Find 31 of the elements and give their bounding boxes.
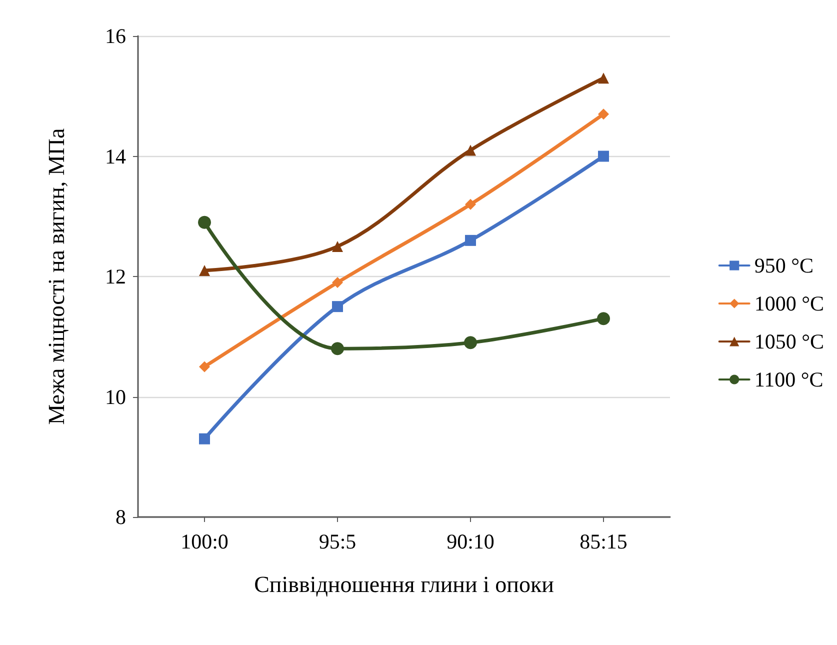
y-tick-label: 12 bbox=[105, 264, 126, 288]
point bbox=[332, 277, 343, 288]
point bbox=[331, 342, 344, 356]
point bbox=[332, 301, 343, 312]
legend-label: 1000 °C bbox=[754, 292, 824, 316]
legend-label: 1100 °C bbox=[754, 368, 824, 392]
point bbox=[465, 144, 476, 156]
y-axis-title: Межа міцності на вигин, МПа bbox=[44, 128, 69, 425]
point bbox=[598, 150, 609, 162]
legend-label: 950 °C bbox=[754, 254, 814, 278]
point bbox=[198, 216, 211, 229]
point bbox=[199, 433, 210, 444]
x-tick-label: 85:15 bbox=[580, 530, 628, 554]
point bbox=[332, 240, 343, 252]
x-tick-label: 100:0 bbox=[180, 530, 228, 554]
x-tick-label: 90:10 bbox=[446, 530, 494, 554]
point bbox=[598, 108, 609, 120]
point bbox=[465, 234, 476, 246]
point bbox=[464, 336, 477, 350]
point bbox=[598, 72, 609, 84]
legend-label: 1050 °C bbox=[754, 330, 824, 354]
y-tick-label: 8 bbox=[116, 505, 126, 529]
point bbox=[465, 198, 476, 210]
x-tick-label: 95:5 bbox=[318, 530, 356, 554]
y-tick-label: 16 bbox=[105, 24, 126, 48]
y-tick-label: 10 bbox=[105, 384, 126, 409]
point bbox=[199, 264, 210, 276]
point bbox=[597, 312, 610, 326]
y-tick-label: 14 bbox=[105, 144, 126, 168]
point bbox=[199, 361, 210, 372]
x-axis-title: Співвідношення глини і опоки bbox=[254, 572, 554, 597]
